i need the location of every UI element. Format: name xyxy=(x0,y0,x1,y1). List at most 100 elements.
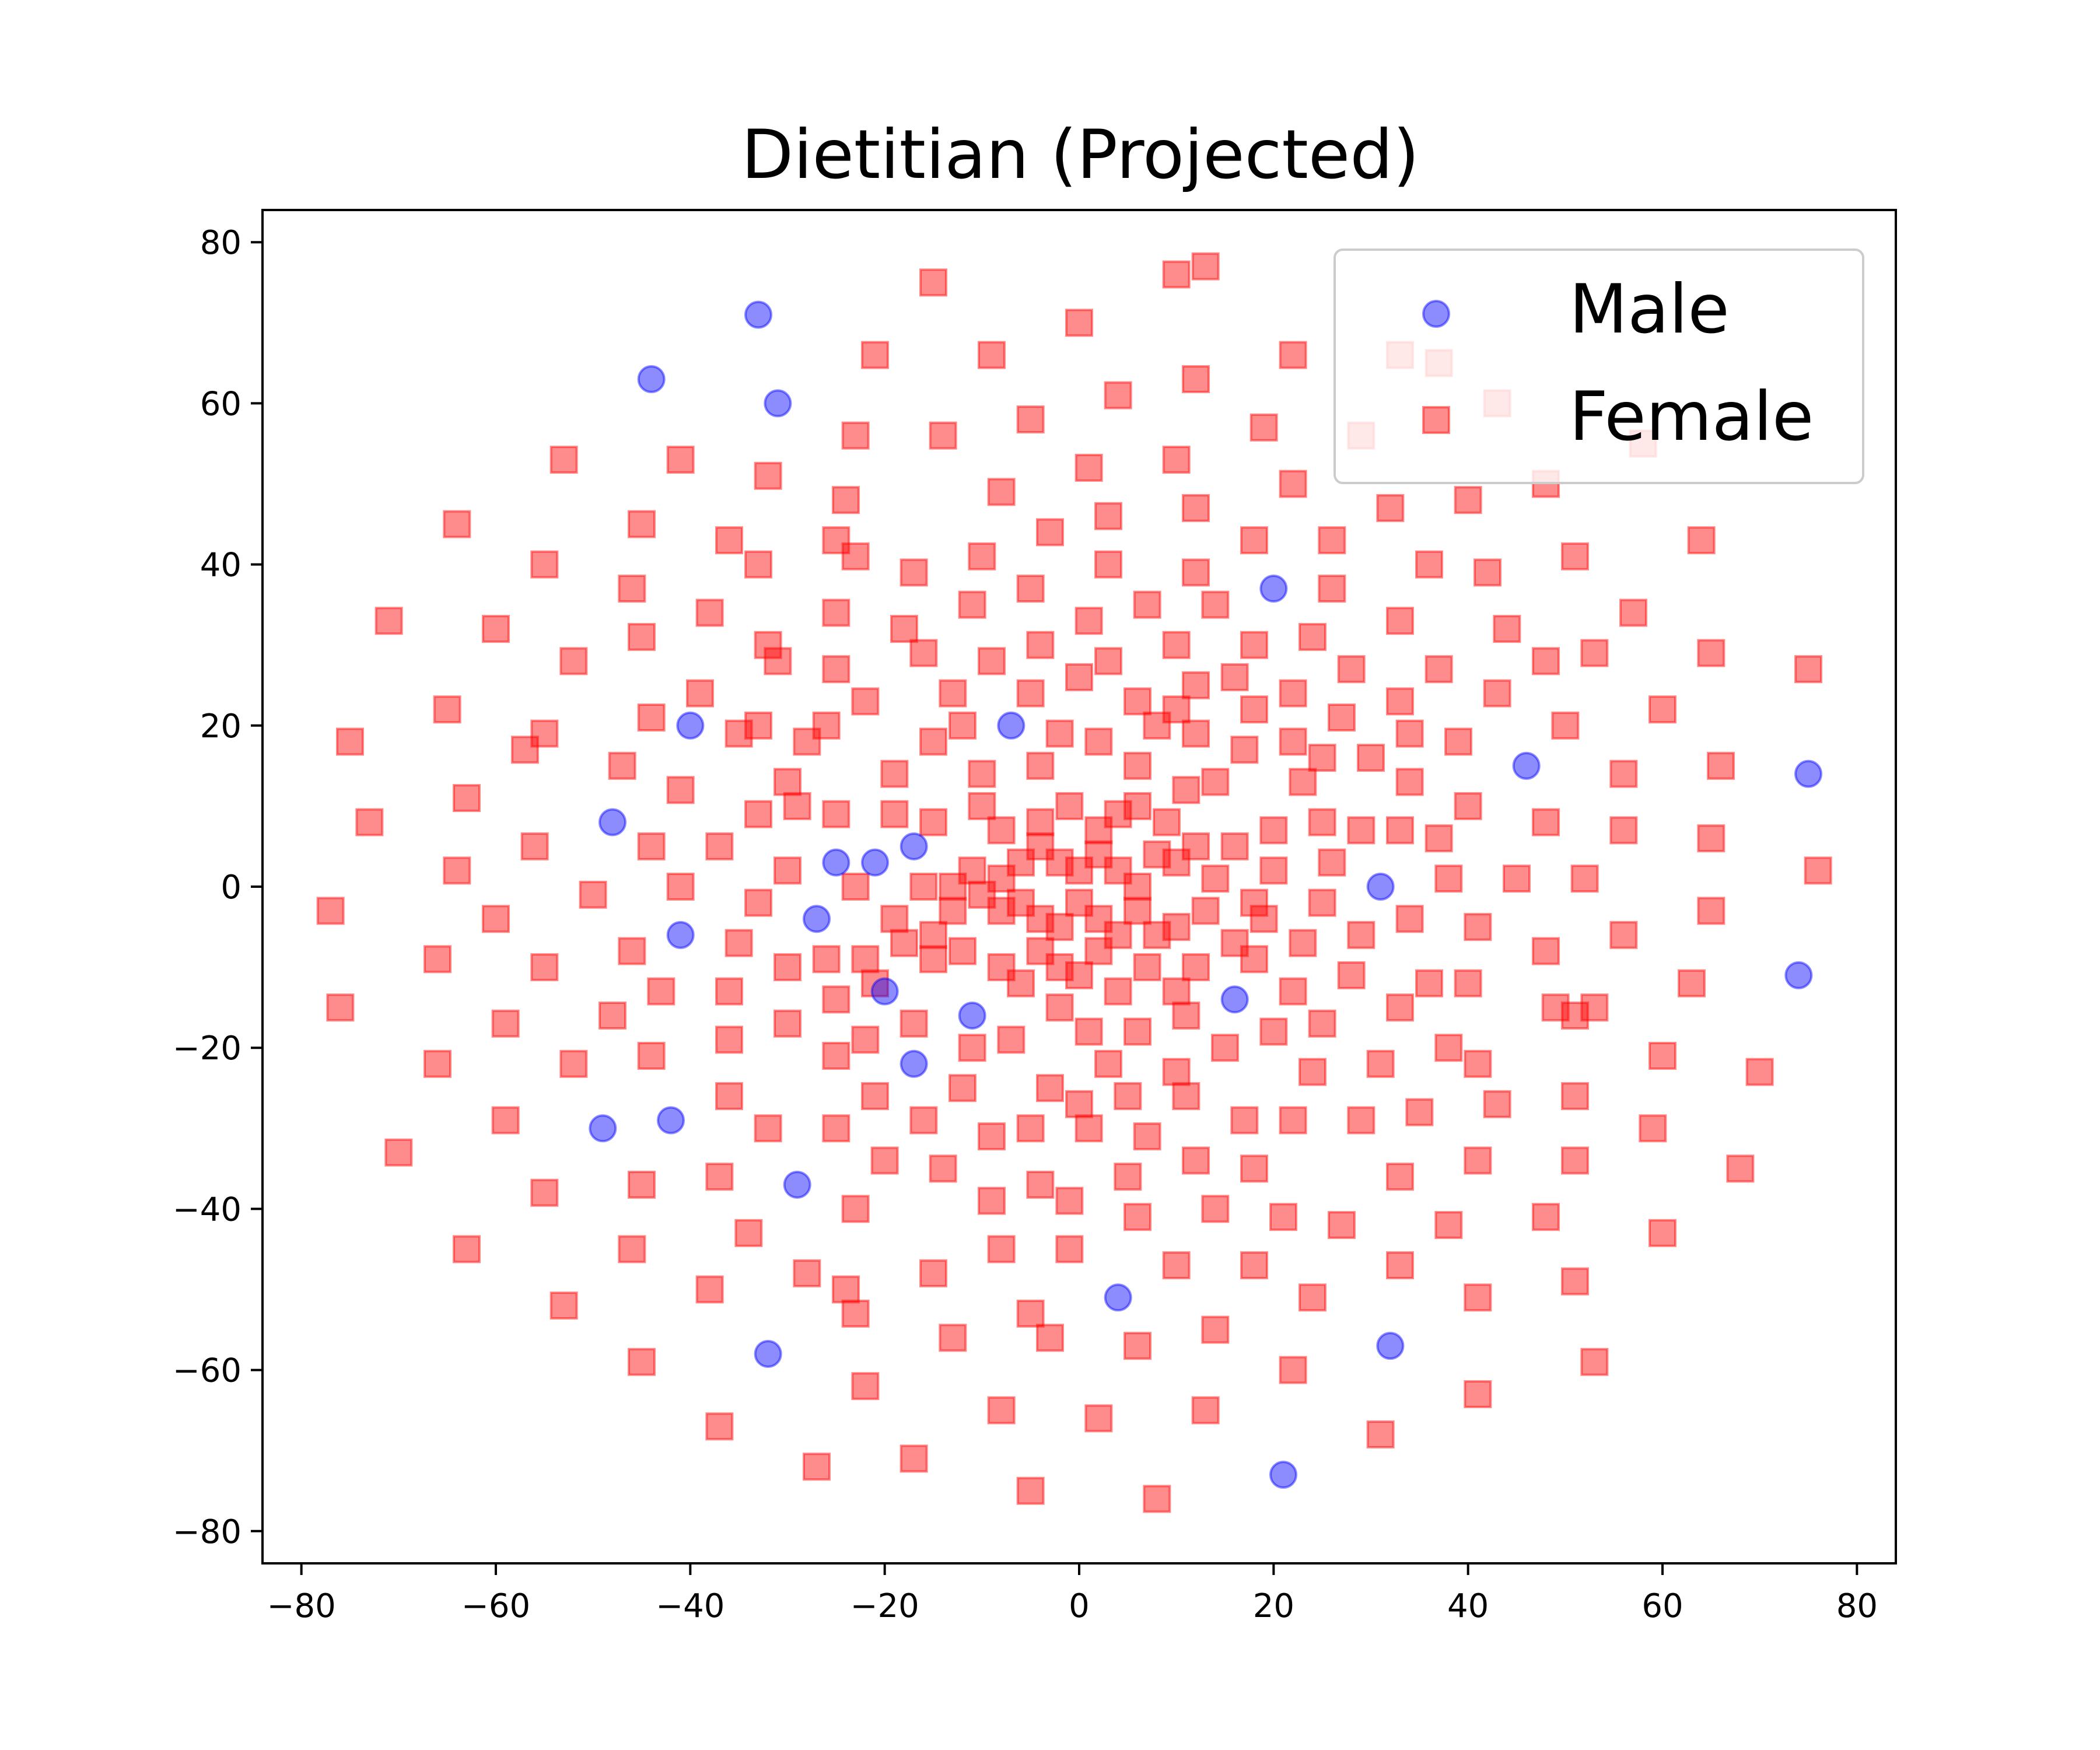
female-point xyxy=(1347,1106,1376,1135)
female-point xyxy=(1162,1058,1191,1086)
female-point xyxy=(1074,1017,1103,1046)
female-point xyxy=(1318,848,1346,877)
x-tick-label: −60 xyxy=(461,1587,530,1625)
female-point xyxy=(705,832,734,860)
female-point xyxy=(754,461,782,490)
male-point xyxy=(958,1001,986,1030)
legend-male-label: Male xyxy=(1569,270,1730,349)
female-point xyxy=(1162,977,1191,1006)
y-tick-label: −60 xyxy=(173,1352,242,1390)
female-point xyxy=(1230,736,1259,764)
chart-title: Dietitian (Projected) xyxy=(741,116,1419,194)
female-point xyxy=(1055,1186,1084,1215)
female-point xyxy=(900,558,928,587)
male-point xyxy=(589,1114,617,1143)
female-point xyxy=(1162,446,1191,474)
female-point xyxy=(618,1235,646,1264)
male-point xyxy=(764,389,792,418)
female-point xyxy=(1172,1082,1200,1111)
female-point xyxy=(1395,719,1424,748)
female-point xyxy=(1182,558,1210,587)
female-point xyxy=(1084,1404,1113,1433)
female-point xyxy=(715,1082,743,1111)
female-point xyxy=(1016,575,1045,603)
female-point xyxy=(637,1042,666,1070)
female-point xyxy=(1045,719,1074,748)
female-point xyxy=(1551,711,1580,740)
series-male xyxy=(589,300,1822,1489)
female-point xyxy=(355,808,384,836)
female-point xyxy=(1114,1082,1142,1111)
female-point xyxy=(1220,929,1249,957)
female-point xyxy=(861,969,889,998)
female-point xyxy=(1395,905,1424,933)
female-point xyxy=(579,880,607,909)
series-female xyxy=(316,252,1832,1513)
female-point xyxy=(1124,687,1152,716)
female-point xyxy=(1045,913,1074,942)
y-tick-label: −80 xyxy=(173,1513,242,1551)
points-layer xyxy=(316,252,1832,1513)
female-point xyxy=(1609,816,1638,845)
female-point xyxy=(774,953,802,982)
female-point xyxy=(520,832,549,860)
legend-female-label: Female xyxy=(1569,377,1814,456)
female-point xyxy=(1259,856,1288,885)
female-point xyxy=(754,1114,782,1143)
y-tick-label: 60 xyxy=(200,385,242,423)
female-point xyxy=(890,615,918,643)
female-point xyxy=(909,873,938,901)
female-point xyxy=(1065,961,1093,989)
female-point xyxy=(1532,1203,1560,1231)
female-point xyxy=(774,768,802,796)
female-point xyxy=(715,1026,743,1054)
female-point xyxy=(1648,1042,1676,1070)
male-point xyxy=(900,832,928,860)
female-point xyxy=(530,719,559,748)
female-point xyxy=(1619,598,1647,627)
x-tick-label: 60 xyxy=(1642,1587,1683,1625)
female-point xyxy=(1240,526,1268,555)
male-point xyxy=(803,905,831,933)
female-point xyxy=(909,639,938,667)
x-tick-label: 0 xyxy=(1069,1587,1090,1625)
female-point xyxy=(812,945,841,974)
female-point xyxy=(695,1275,724,1304)
female-point xyxy=(1386,607,1414,635)
female-point xyxy=(637,832,666,860)
female-point xyxy=(1648,1219,1676,1247)
female-point xyxy=(939,1324,967,1352)
female-point xyxy=(433,695,461,724)
female-point xyxy=(1133,1122,1161,1151)
female-point xyxy=(958,1034,986,1062)
female-point xyxy=(822,598,850,627)
legend-frame xyxy=(1334,249,1864,484)
female-point xyxy=(1007,969,1035,998)
female-point xyxy=(1386,687,1414,716)
female-point xyxy=(608,751,636,780)
female-point xyxy=(1609,921,1638,949)
female-point xyxy=(1220,832,1249,860)
legend-male-marker xyxy=(1422,300,1450,328)
female-point xyxy=(1191,252,1220,281)
female-point xyxy=(453,1235,481,1264)
female-point xyxy=(1162,631,1191,659)
female-point xyxy=(1386,816,1414,845)
female-point xyxy=(1007,888,1035,917)
female-point xyxy=(1697,824,1726,853)
y-tick-label: 80 xyxy=(200,224,242,262)
female-point xyxy=(949,1074,977,1102)
female-point xyxy=(1415,550,1443,579)
female-point xyxy=(1055,792,1084,820)
female-point xyxy=(666,776,695,804)
female-point xyxy=(851,1372,880,1401)
female-point xyxy=(793,727,821,756)
female-point xyxy=(1016,1476,1045,1505)
female-point xyxy=(1532,647,1560,676)
male-point xyxy=(666,921,695,949)
female-point xyxy=(1434,1034,1463,1062)
female-point xyxy=(511,736,539,764)
female-point xyxy=(1240,945,1268,974)
female-point xyxy=(851,1026,880,1054)
male-point xyxy=(1512,751,1541,780)
